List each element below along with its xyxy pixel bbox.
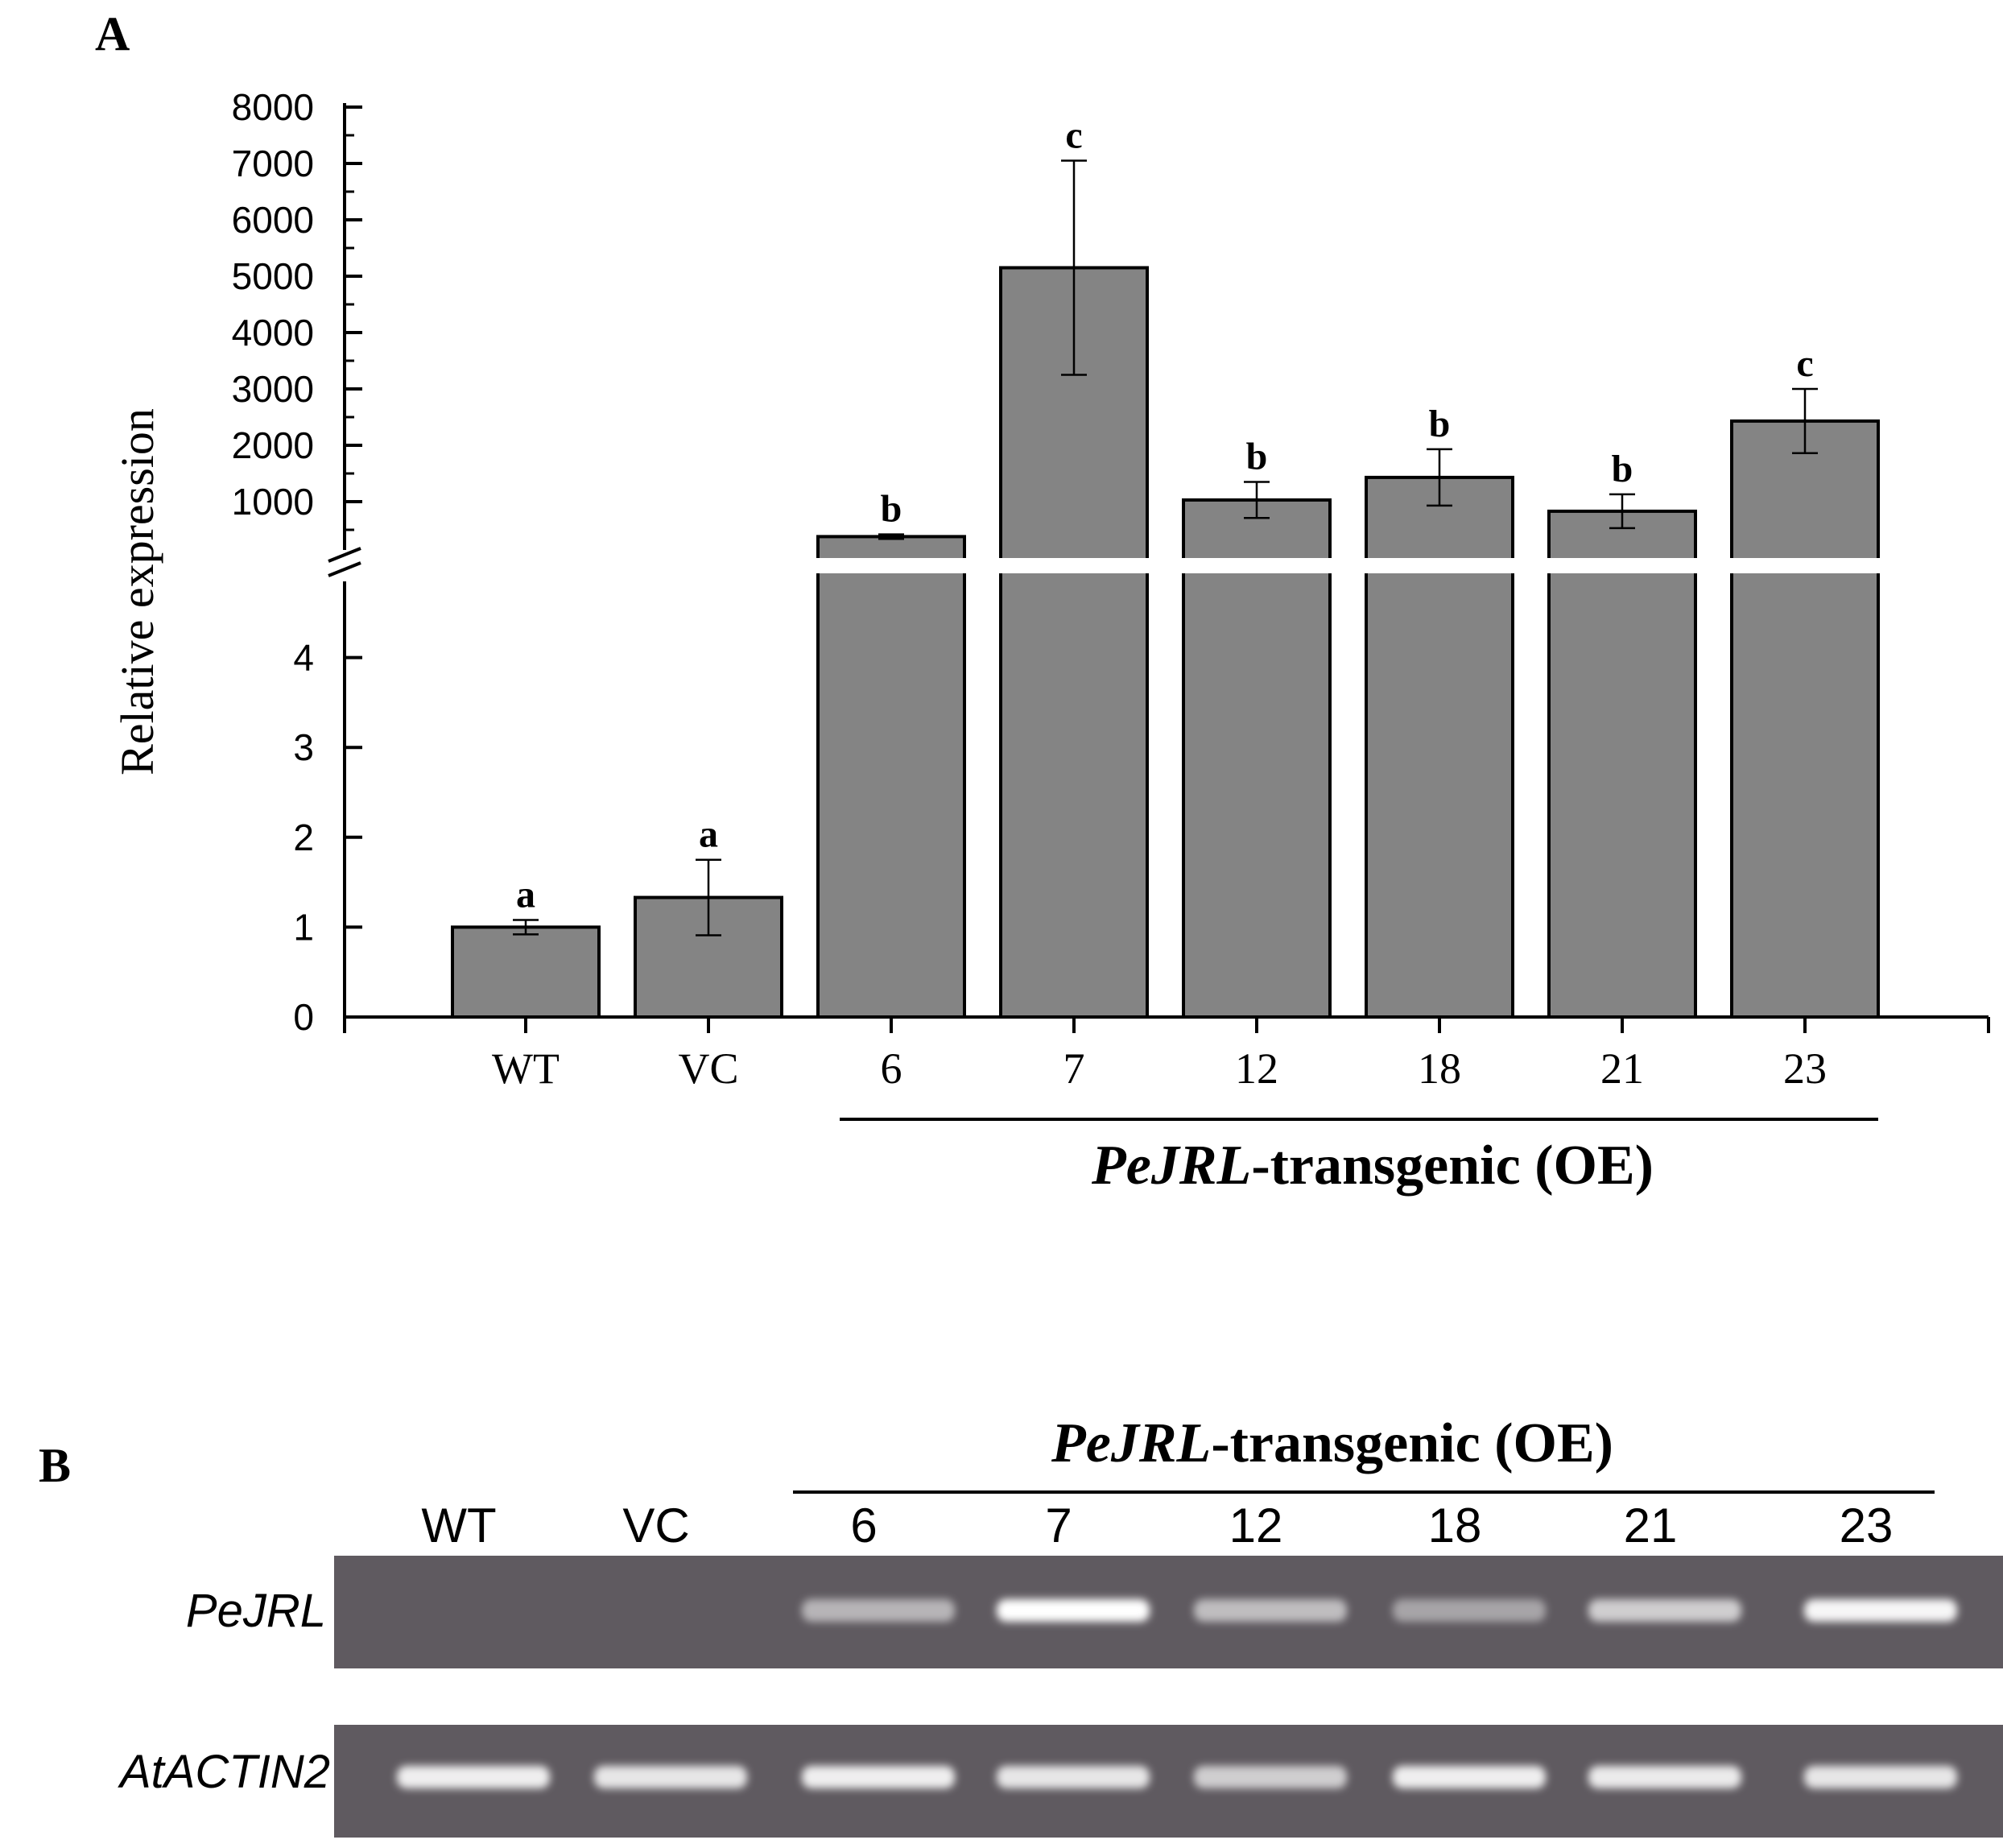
x-tick-label-7: 7 (1063, 1044, 1085, 1093)
x-tick-label-6: 6 (881, 1044, 902, 1093)
axis-break-mark-2 (328, 561, 361, 577)
band-AtACTIN2-6 (802, 1766, 955, 1788)
y-tick-label-5000: 5000 (232, 255, 314, 297)
axis-break-mark-1 (328, 547, 361, 563)
significance-letter-VC: a (699, 813, 718, 856)
y-tick-label-1: 1 (293, 906, 314, 948)
x-tick-label-WT: WT (492, 1044, 560, 1093)
band-AtACTIN2-21 (1588, 1766, 1741, 1788)
bar-21 (1547, 509, 1697, 1019)
gene-label-PeJRL: PeJRL (186, 1585, 326, 1637)
band-PeJRL-23 (1804, 1599, 1957, 1622)
band-AtACTIN2-VC (594, 1766, 747, 1788)
significance-letter-6: b (881, 488, 902, 531)
gel-group-label: PeJRL-transgenic (OE) (1051, 1412, 1613, 1474)
band-AtACTIN2-18 (1393, 1766, 1546, 1788)
band-PeJRL-21 (1588, 1599, 1741, 1622)
x-tick-label-VC: VC (678, 1044, 738, 1093)
lane-label-7: 7 (1045, 1499, 1072, 1552)
x-tick-label-23: 23 (1783, 1044, 1827, 1093)
y-axis-label: Relative expression (111, 408, 163, 775)
x-tick-label-21: 21 (1600, 1044, 1644, 1093)
bar-WT (451, 925, 601, 1019)
significance-letter-WT: a (516, 873, 535, 916)
lane-label-6: 6 (850, 1499, 877, 1552)
lane-label-VC: VC (622, 1499, 689, 1552)
bar-12 (1182, 498, 1332, 1019)
lane-label-12: 12 (1229, 1499, 1283, 1552)
significance-letter-23: c (1796, 342, 1813, 385)
lane-label-WT: WT (421, 1499, 496, 1552)
bar-chart: aWTaVCb6c7b12b18b21c23012341000200030004… (232, 86, 1993, 1093)
gel-strip-AtACTIN2 (334, 1725, 2003, 1838)
y-tick-label-4: 4 (293, 637, 314, 679)
band-PeJRL-18 (1393, 1599, 1546, 1622)
axis-break-band (349, 558, 1993, 573)
y-tick-label-7000: 7000 (232, 143, 314, 184)
y-tick-label-0: 0 (293, 996, 314, 1038)
significance-letter-12: b (1246, 436, 1268, 478)
y-tick-label-1000: 1000 (232, 481, 314, 523)
band-AtACTIN2-7 (997, 1766, 1150, 1788)
panel-a-label: A (95, 7, 130, 60)
gel-group-label-rest: -transgenic (OE) (1211, 1412, 1613, 1474)
band-PeJRL-6 (802, 1599, 955, 1622)
y-tick-label-3: 3 (293, 726, 314, 768)
bar-23 (1730, 419, 1880, 1019)
group-label-gene: PeJRL (1091, 1135, 1251, 1197)
band-PeJRL-12 (1194, 1599, 1347, 1622)
significance-letter-7: c (1065, 114, 1082, 157)
lane-label-18: 18 (1428, 1499, 1482, 1552)
band-PeJRL-7 (997, 1599, 1150, 1622)
x-tick-label-18: 18 (1418, 1044, 1461, 1093)
significance-letter-18: b (1429, 403, 1451, 445)
band-AtACTIN2-23 (1804, 1766, 1957, 1788)
y-tick-label-4000: 4000 (232, 312, 314, 353)
lane-label-23: 23 (1840, 1499, 1894, 1552)
y-tick-label-3000: 3000 (232, 368, 314, 410)
gene-label-AtACTIN2: AtACTIN2 (118, 1746, 330, 1798)
y-tick-label-8000: 8000 (232, 86, 314, 128)
bar-7 (999, 266, 1149, 1019)
y-tick-label-2000: 2000 (232, 424, 314, 466)
gel-group-label-gene: PeJRL (1051, 1412, 1211, 1474)
x-tick-label-12: 12 (1235, 1044, 1278, 1093)
group-label: PeJRL-transgenic (OE) (1091, 1135, 1654, 1197)
y-tick-label-2: 2 (293, 817, 314, 858)
y-tick-label-6000: 6000 (232, 199, 314, 241)
panel-b-label: B (39, 1439, 71, 1492)
gel-strip-PeJRL (334, 1556, 2003, 1668)
lane-label-21: 21 (1624, 1499, 1678, 1552)
significance-letter-21: b (1612, 448, 1633, 490)
gel-image: WT VC 6 7 12 18 21 23 PeJRL AtACTIN2 (118, 1499, 2003, 1838)
bar-6 (816, 535, 966, 1019)
band-AtACTIN2-12 (1194, 1766, 1347, 1788)
group-label-rest: -transgenic (OE) (1251, 1135, 1654, 1197)
band-AtACTIN2-WT (397, 1766, 550, 1788)
